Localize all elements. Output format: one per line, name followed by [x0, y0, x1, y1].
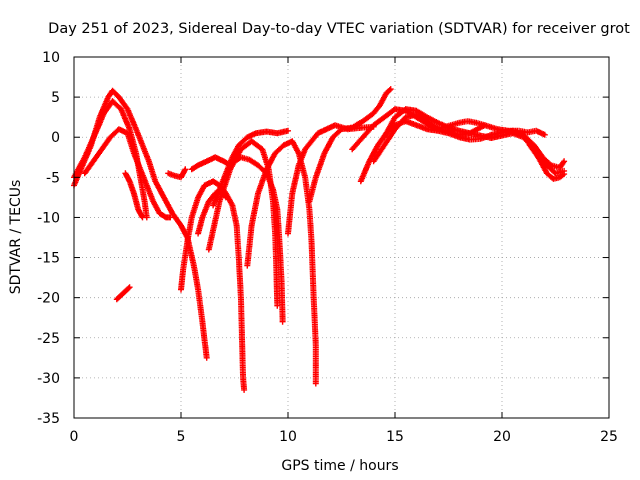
series-trace-5	[113, 284, 133, 303]
x-tick-label: 20	[493, 429, 511, 445]
series-trace-13	[285, 122, 377, 237]
series-trace-10	[205, 138, 281, 309]
y-tick-label: 5	[51, 90, 60, 106]
x-tick-label: 5	[177, 429, 186, 445]
series-trace-4	[122, 170, 146, 221]
grid-lines	[74, 57, 609, 418]
series-trace-19	[439, 118, 488, 131]
series-markers	[370, 111, 441, 165]
x-tick-label: 15	[386, 429, 404, 445]
y-axis-label: SDTVAR / TECUs	[8, 180, 24, 295]
plot-frame	[73, 56, 610, 419]
x-tick-label: 0	[70, 429, 79, 445]
series-trace-7	[178, 178, 248, 393]
series-trace-11	[210, 127, 291, 209]
series-markers	[244, 138, 319, 387]
series-trace-20	[526, 142, 568, 177]
y-tick-label: -35	[37, 411, 60, 427]
series-markers	[165, 166, 189, 181]
series-trace-17	[370, 111, 441, 165]
series-markers	[306, 86, 394, 205]
chart-title: Day 251 of 2023, Sidereal Day-to-day VTE…	[48, 21, 630, 37]
series-markers	[439, 118, 488, 131]
y-tick-label: -5	[46, 170, 60, 186]
y-tick-label: -20	[37, 291, 60, 307]
series-markers	[205, 138, 281, 309]
series-trace-14	[306, 86, 394, 205]
series-trace-3	[81, 126, 174, 221]
series-markers	[81, 126, 174, 221]
series-markers	[285, 122, 377, 237]
y-tick-label: -30	[37, 371, 60, 387]
y-tick-label: 10	[42, 50, 60, 66]
data-markers	[71, 86, 568, 393]
y-tick-label: -10	[37, 210, 60, 226]
axis-ticks: 0 5 10 15 20 25 -35 -30 -25 -20 -15 -10 -5 0 5 10	[37, 50, 618, 445]
x-tick-label: 25	[600, 429, 618, 445]
series-markers	[122, 170, 146, 221]
y-tick-label: -15	[37, 251, 60, 267]
y-tick-label: 0	[51, 130, 60, 146]
series-markers	[113, 284, 133, 303]
series-trace-12	[244, 138, 319, 387]
series-markers	[210, 127, 291, 209]
series-markers	[526, 142, 568, 177]
series-markers	[178, 178, 248, 393]
y-tick-label: -25	[37, 331, 60, 347]
x-tick-label: 10	[279, 429, 297, 445]
series-trace-6	[165, 166, 189, 181]
x-axis-label: GPS time / hours	[281, 458, 398, 474]
